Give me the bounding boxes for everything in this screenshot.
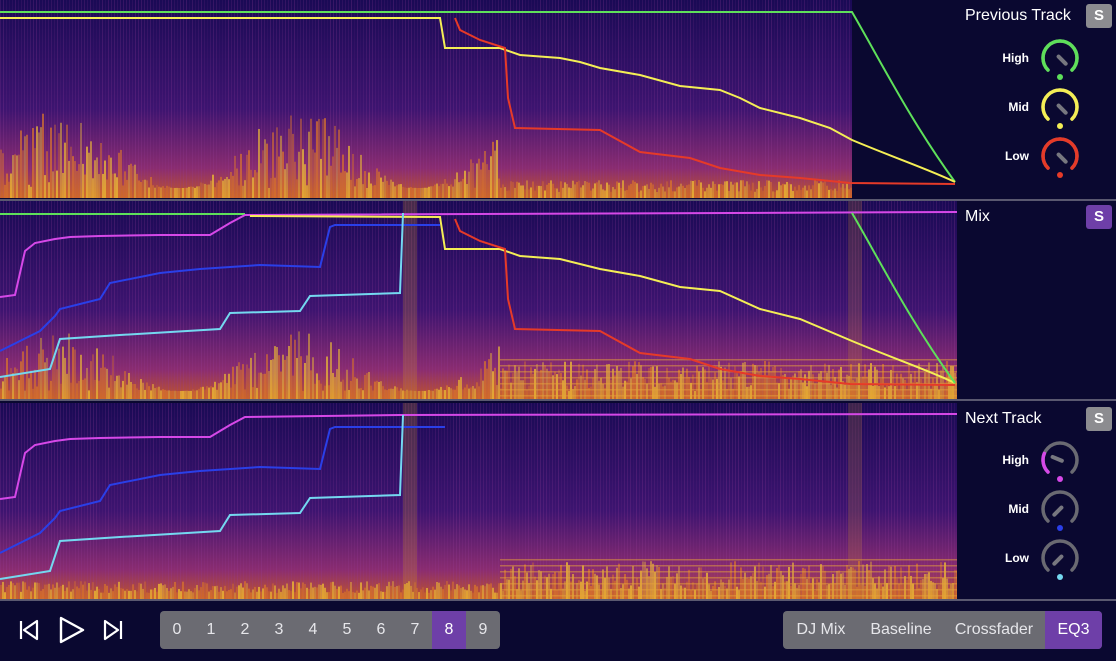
next-mid-curve <box>0 426 445 554</box>
mix-solo-button[interactable]: S <box>1086 205 1112 229</box>
number-button-9[interactable]: 9 <box>478 621 488 638</box>
next-low-label: Low <box>1005 551 1029 565</box>
mix-next-high-curve <box>0 211 957 298</box>
transport-bar: 0 1 2 3 4 5 6 7 8 9 DJ Mix Baseline Cros… <box>0 601 1116 661</box>
panel-divider <box>0 599 1116 601</box>
number-button-6[interactable]: 6 <box>376 621 386 638</box>
previous-high-knob[interactable] <box>1037 37 1083 83</box>
previous-mid-label: Mid <box>1008 100 1029 114</box>
mix-mode-selector: DJ Mix Baseline Crossfader EQ3 <box>783 611 1102 649</box>
panel-divider <box>0 199 1116 201</box>
mix-prev-high-fade-curve <box>851 212 956 384</box>
mode-button-baseline[interactable]: Baseline <box>870 621 932 638</box>
mix-next-mid-curve <box>0 224 440 352</box>
next-low-curve <box>0 414 404 580</box>
number-button-8[interactable]: 8 <box>432 611 466 649</box>
previous-low-label: Low <box>1005 149 1029 163</box>
previous-track-panel: Previous Track S High Mid Low <box>0 0 1116 198</box>
next-track-spectrogram <box>0 403 957 599</box>
skip-forward-icon[interactable] <box>102 618 124 642</box>
mix-prev-mid-curve <box>249 215 956 384</box>
number-button-4[interactable]: 4 <box>308 621 318 638</box>
previous-low-knob[interactable] <box>1037 135 1083 181</box>
number-button-3[interactable]: 3 <box>274 621 284 638</box>
previous-track-title: Previous Track <box>965 7 1071 24</box>
next-mid-knob-row: Mid <box>957 488 1116 532</box>
number-button-5[interactable]: 5 <box>342 621 352 638</box>
next-high-label: High <box>1002 453 1029 467</box>
mode-button-crossfader[interactable]: Crossfader <box>954 621 1034 638</box>
next-track-panel: Next Track S High Mid Low <box>0 403 1116 599</box>
next-track-controls: Next Track S High Mid Low <box>957 403 1116 599</box>
previous-low-knob-row: Low <box>957 135 1116 179</box>
next-high-knob-row: High <box>957 439 1116 483</box>
next-low-knob-row: Low <box>957 537 1116 581</box>
transition-number-selector: 0 1 2 3 4 5 6 7 8 9 <box>160 611 500 649</box>
previous-high-knob-row: High <box>957 37 1116 81</box>
previous-high-label: High <box>1002 51 1029 65</box>
mix-panel: Mix S <box>0 201 1116 399</box>
previous-mid-knob[interactable] <box>1037 86 1083 132</box>
next-low-knob[interactable] <box>1037 537 1083 583</box>
next-track-solo-button[interactable]: S <box>1086 407 1112 431</box>
previous-track-solo-button[interactable]: S <box>1086 4 1112 28</box>
play-icon[interactable] <box>58 615 86 645</box>
next-high-curve <box>0 413 957 500</box>
skip-back-icon[interactable] <box>18 618 40 642</box>
previous-mid-knob-row: Mid <box>957 86 1116 130</box>
mix-spectrogram <box>0 201 957 399</box>
prev-mid-curve <box>0 17 956 183</box>
number-button-0[interactable]: 0 <box>172 621 182 638</box>
next-mid-knob[interactable] <box>1037 488 1083 534</box>
mix-title: Mix <box>965 208 990 225</box>
spectrogram-texture <box>0 201 957 399</box>
next-track-title: Next Track <box>965 410 1042 427</box>
next-mid-label: Mid <box>1008 502 1029 516</box>
number-button-1[interactable]: 1 <box>206 621 216 638</box>
mix-controls: Mix S <box>957 201 1116 399</box>
prev-high-curve <box>0 11 956 183</box>
spectrogram-texture <box>0 403 957 599</box>
number-button-7[interactable]: 7 <box>410 621 420 638</box>
panel-divider <box>0 399 1116 401</box>
number-button-2[interactable]: 2 <box>240 621 250 638</box>
previous-track-spectrogram <box>0 0 957 198</box>
next-high-knob[interactable] <box>1037 439 1083 485</box>
prev-low-curve <box>454 17 956 185</box>
mix-prev-low-curve <box>454 218 956 386</box>
mode-button-eq3[interactable]: EQ3 <box>1045 611 1102 649</box>
mix-next-low-curve <box>0 212 404 378</box>
mode-button-dj-mix[interactable]: DJ Mix <box>796 621 846 638</box>
previous-track-controls: Previous Track S High Mid Low <box>957 0 1116 198</box>
